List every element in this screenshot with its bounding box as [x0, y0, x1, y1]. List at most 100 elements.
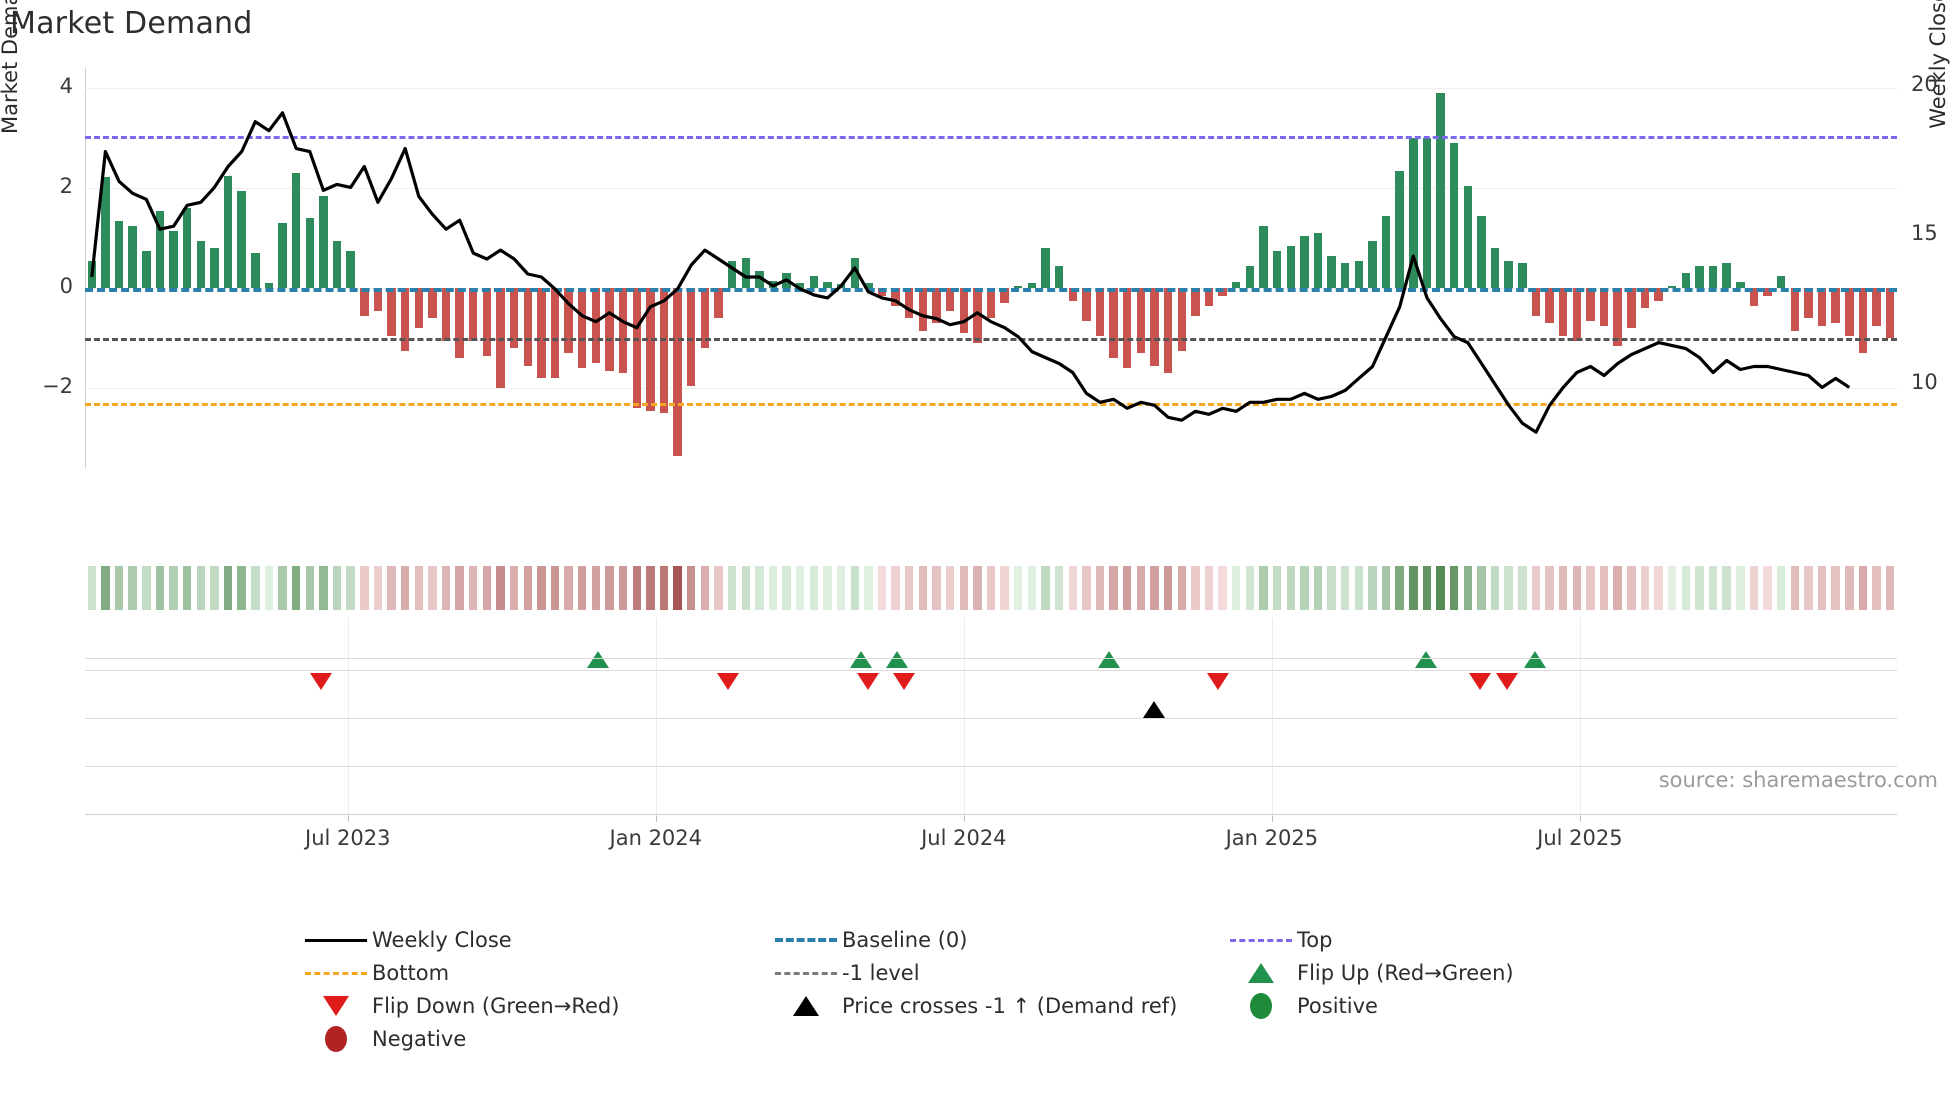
heatmap-cell [836, 566, 846, 610]
heatmap-cell [1736, 566, 1745, 610]
demand-bar [537, 288, 546, 378]
legend-item-neg1[interactable]: -1 level [770, 961, 1225, 985]
heatmap-cell [1054, 566, 1064, 610]
marker-gridline-2 [85, 718, 1897, 719]
heatmap-cell [1627, 566, 1636, 610]
heatmap-cell [905, 566, 914, 610]
heatmap-cell [1572, 566, 1582, 610]
demand-bar [905, 288, 914, 318]
heatmap-cell [1640, 566, 1650, 610]
legend-label: Price crosses -1 ↑ (Demand ref) [842, 994, 1178, 1018]
x-axis-guide [347, 618, 349, 816]
heatmap-cell [796, 566, 805, 610]
demand-bar [755, 270, 764, 288]
x-axis-spine [85, 814, 1897, 815]
heatmap-cell [877, 566, 887, 610]
heatmap-cell [1885, 566, 1895, 610]
demand-bar [1749, 288, 1759, 306]
legend-item-flip-up[interactable]: Flip Up (Red→Green) [1225, 961, 1680, 985]
demand-bar [1082, 288, 1091, 321]
heatmap-cell [291, 566, 301, 610]
demand-bar [1232, 282, 1241, 288]
demand-bar [714, 288, 723, 318]
demand-bar [400, 288, 410, 351]
heatmap-cell [1245, 566, 1255, 610]
legend-item-bottom[interactable]: Bottom [300, 961, 770, 985]
flip-down-marker [717, 673, 740, 690]
neg1-reference-line [85, 338, 1897, 341]
heatmap-cell [809, 566, 819, 610]
demand-bar [441, 288, 451, 341]
legend-item-baseline[interactable]: Baseline (0) [770, 928, 1225, 952]
demand-bar [1109, 288, 1118, 358]
heatmap-cell [727, 566, 737, 610]
demand-bar [564, 288, 573, 353]
heatmap-cell [632, 566, 641, 610]
heatmap-cell [264, 566, 274, 610]
demand-bar [1014, 285, 1023, 288]
heatmap-cell [387, 566, 396, 610]
flip-up-marker [1523, 651, 1546, 668]
heatmap-cell [1123, 566, 1132, 610]
heatmap-cell [959, 566, 968, 610]
flip-down-marker [856, 673, 879, 690]
x-axis-tick-label: Jul 2025 [1537, 826, 1623, 850]
demand-bar [1654, 288, 1663, 301]
weekly-close-path [90, 111, 1851, 434]
demand-bar [523, 288, 532, 366]
demand-intensity-strip [85, 560, 1897, 612]
demand-bar [1272, 250, 1282, 288]
dot-green-icon [1225, 993, 1297, 1019]
demand-bar [1722, 263, 1731, 288]
demand-bar [1095, 288, 1105, 336]
demand-bar [591, 288, 601, 363]
demand-bar [1477, 215, 1486, 288]
demand-bar [1054, 265, 1064, 288]
heatmap-cell [496, 566, 505, 610]
demand-bar [1845, 288, 1854, 336]
heatmap-cell [741, 566, 750, 610]
heatmap-cell [469, 566, 478, 610]
legend-item-flip-down[interactable]: Flip Down (Green→Red) [300, 994, 770, 1018]
heatmap-cell [1436, 566, 1445, 610]
demand-bar [1531, 288, 1541, 316]
heatmap-cell [414, 566, 423, 610]
demand-bar [741, 258, 750, 288]
heatmap-cell [1463, 566, 1473, 610]
demand-bar [1354, 260, 1364, 288]
legend-item-weekly-close[interactable]: Weekly Close [300, 928, 770, 952]
demand-bar [223, 175, 233, 288]
solid-line-black-icon [300, 928, 372, 952]
demand-bar [1327, 255, 1336, 288]
heatmap-cell [128, 566, 137, 610]
x-axis-tick-mark [963, 815, 965, 822]
chart-legend: Weekly Close Baseline (0) Top Bottom -1 leve… [300, 928, 1680, 1052]
heatmap-cell [1586, 566, 1595, 610]
demand-bar [469, 288, 478, 341]
demand-bar [700, 288, 710, 348]
gridline-minus2 [85, 388, 1897, 389]
heatmap-cell [550, 566, 560, 610]
demand-bar [1136, 288, 1146, 353]
demand-bar [864, 283, 873, 288]
heatmap-cell [1109, 566, 1118, 610]
demand-bar [1708, 265, 1718, 288]
demand-bar [1395, 170, 1404, 288]
demand-bar [1177, 288, 1186, 351]
demand-bar [1368, 240, 1377, 288]
heatmap-cell [196, 566, 206, 610]
heatmap-cell [1504, 566, 1513, 610]
demand-bar [1313, 233, 1323, 288]
legend-item-negative[interactable]: Negative [300, 1026, 770, 1052]
demand-bar [332, 240, 342, 288]
legend-item-top[interactable]: Top [1225, 928, 1680, 952]
heatmap-cell [1218, 566, 1227, 610]
demand-bar [1613, 288, 1622, 346]
legend-item-positive[interactable]: Positive [1225, 993, 1680, 1019]
legend-label: Baseline (0) [842, 928, 968, 952]
demand-bar [210, 248, 219, 288]
bottom-reference-line [85, 403, 1897, 406]
legend-item-price-cross[interactable]: Price crosses -1 ↑ (Demand ref) [770, 994, 1225, 1018]
demand-bar [1790, 288, 1800, 331]
heatmap-cell [1082, 566, 1091, 610]
